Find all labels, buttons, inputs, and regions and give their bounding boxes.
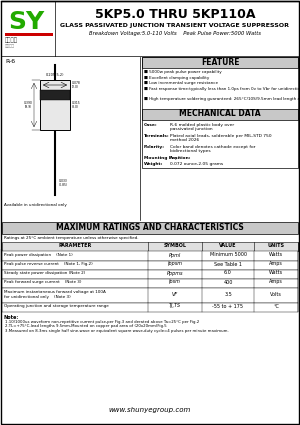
Bar xyxy=(2,242,298,251)
Text: Maximum instantaneous forward voltage at 100A: Maximum instantaneous forward voltage at… xyxy=(4,289,106,294)
Text: E    P  O  R  H    M    Π    Н  Я  Л: E P O R H M Π Н Я Л xyxy=(0,248,300,266)
Text: °C: °C xyxy=(273,303,279,309)
Text: See Table 1: See Table 1 xyxy=(214,261,242,266)
Text: Any: Any xyxy=(170,156,178,159)
Text: 0.033
(0.85): 0.033 (0.85) xyxy=(59,178,68,187)
Text: R-6: R-6 xyxy=(5,59,15,63)
Text: 400: 400 xyxy=(223,280,233,284)
Text: -55 to + 175: -55 to + 175 xyxy=(212,303,244,309)
Text: Amps: Amps xyxy=(269,261,283,266)
Text: Ratings at 25°C ambient temperature unless otherwise specified.: Ratings at 25°C ambient temperature unle… xyxy=(4,236,139,240)
Text: Ippsm: Ippsm xyxy=(167,261,182,266)
Text: Color band denotes cathode except for
bidirectional types: Color band denotes cathode except for bi… xyxy=(170,144,255,153)
Text: ■ Excellent clamping capability: ■ Excellent clamping capability xyxy=(144,76,209,79)
Bar xyxy=(2,251,298,261)
Text: FEATURE: FEATURE xyxy=(201,57,239,66)
Text: Operating junction and storage temperature range: Operating junction and storage temperatu… xyxy=(4,304,109,308)
Text: Terminals:: Terminals: xyxy=(144,133,170,138)
Text: Peak forward surge current    (Note 3): Peak forward surge current (Note 3) xyxy=(4,280,82,284)
Text: 0.205(5.2): 0.205(5.2) xyxy=(46,73,64,77)
Text: Peak power dissipation    (Note 1): Peak power dissipation (Note 1) xyxy=(4,253,73,257)
Text: Available in unidirectional only: Available in unidirectional only xyxy=(4,203,67,207)
Text: Minimum 5000: Minimum 5000 xyxy=(209,252,247,258)
Text: 0.072 ounce,2.05 grams: 0.072 ounce,2.05 grams xyxy=(170,162,223,165)
Text: Breakdown Voltage:5.0-110 Volts    Peak Pulse Power:5000 Watts: Breakdown Voltage:5.0-110 Volts Peak Pul… xyxy=(89,31,261,36)
Text: VALUE: VALUE xyxy=(219,243,237,248)
Bar xyxy=(142,108,298,119)
Text: 5KP5.0 THRU 5KP110A: 5KP5.0 THRU 5KP110A xyxy=(95,8,255,20)
Text: MAXIMUM RATINGS AND CHARACTERISTICS: MAXIMUM RATINGS AND CHARACTERISTICS xyxy=(56,223,244,232)
Bar xyxy=(142,57,298,68)
Text: Mounting Position:: Mounting Position: xyxy=(144,156,190,159)
Bar xyxy=(2,222,298,234)
Text: Steady state power dissipation (Note 2): Steady state power dissipation (Note 2) xyxy=(4,271,86,275)
Text: MECHANICAL DATA: MECHANICAL DATA xyxy=(179,109,261,118)
Text: Weight:: Weight: xyxy=(144,162,163,165)
Bar xyxy=(142,57,298,167)
Text: Watts: Watts xyxy=(269,252,283,258)
Text: Volts: Volts xyxy=(270,292,282,297)
Text: TJ,TS: TJ,TS xyxy=(169,303,181,309)
Text: Polarity:: Polarity: xyxy=(144,144,165,148)
Text: 3.Measured on 8.3ms single half sine-wave or equivalent square wave,duty cycle=4: 3.Measured on 8.3ms single half sine-wav… xyxy=(5,329,229,333)
Text: Case:: Case: xyxy=(144,122,158,127)
Text: ■ High temperature soldering guaranteed: 265°C/10S/9.5mm lead length at 5 lbs te: ■ High temperature soldering guaranteed:… xyxy=(144,96,300,100)
Text: GLASS PASSIVATED JUNCTION TRANSIENT VOLTAGE SUPPRESSOR: GLASS PASSIVATED JUNCTION TRANSIENT VOLT… xyxy=(61,23,290,28)
Bar xyxy=(40,80,70,130)
Text: UNITS: UNITS xyxy=(268,243,284,248)
Bar xyxy=(5,33,53,36)
Text: ■ Fast response time:typically less than 1.0ps from 0v to Vbr for unidirectional: ■ Fast response time:typically less than… xyxy=(144,87,300,91)
Text: 山普电子: 山普电子 xyxy=(5,44,15,48)
Text: ■ Low incremental surge resistance: ■ Low incremental surge resistance xyxy=(144,81,218,85)
Text: SY: SY xyxy=(8,10,44,34)
Text: ■ 5000w peak pulse power capability: ■ 5000w peak pulse power capability xyxy=(144,70,222,74)
Bar xyxy=(2,303,298,312)
Text: Watts: Watts xyxy=(269,270,283,275)
Text: VF: VF xyxy=(172,292,178,297)
Bar xyxy=(2,270,298,279)
Text: SYMBOL: SYMBOL xyxy=(164,243,187,248)
Text: R-6 molded plastic body over
passivated junction: R-6 molded plastic body over passivated … xyxy=(170,122,234,131)
Text: Pppms: Pppms xyxy=(167,270,183,275)
Bar xyxy=(2,288,298,303)
Text: Note:: Note: xyxy=(4,315,19,320)
Text: Ipsm: Ipsm xyxy=(169,280,181,284)
Text: 3.5: 3.5 xyxy=(224,292,232,297)
Text: 2.TL=+75°C,lead lengths 9.5mm,Mounted on copper pad area of (20x20mm)Fig.5: 2.TL=+75°C,lead lengths 9.5mm,Mounted on… xyxy=(5,325,166,329)
Text: 0.315
(8.0): 0.315 (8.0) xyxy=(72,101,81,109)
Bar xyxy=(2,279,298,288)
Text: 1.10/1000us waveform non-repetitive current pulse,per Fig.3 and derated above Ta: 1.10/1000us waveform non-repetitive curr… xyxy=(5,320,199,324)
Text: PARAMETER: PARAMETER xyxy=(58,243,92,248)
Bar xyxy=(40,90,70,100)
Text: Ppml: Ppml xyxy=(169,252,181,258)
Text: for unidirectional only    (Note 3): for unidirectional only (Note 3) xyxy=(4,295,71,299)
Text: 0.078
(2.0): 0.078 (2.0) xyxy=(72,81,81,89)
Text: 6.0: 6.0 xyxy=(224,270,232,275)
Text: Peak pulse reverse current    (Note 1, Fig.2): Peak pulse reverse current (Note 1, Fig.… xyxy=(4,262,93,266)
Bar xyxy=(2,261,298,270)
Text: 山普电子: 山普电子 xyxy=(5,37,18,43)
Text: 0.390
(9.9): 0.390 (9.9) xyxy=(24,101,32,109)
Text: www.shunyegroup.com: www.shunyegroup.com xyxy=(109,407,191,413)
Text: Plated axial leads, solderable per MIL-STD 750
method 2026: Plated axial leads, solderable per MIL-S… xyxy=(170,133,272,142)
Text: Amps: Amps xyxy=(269,280,283,284)
